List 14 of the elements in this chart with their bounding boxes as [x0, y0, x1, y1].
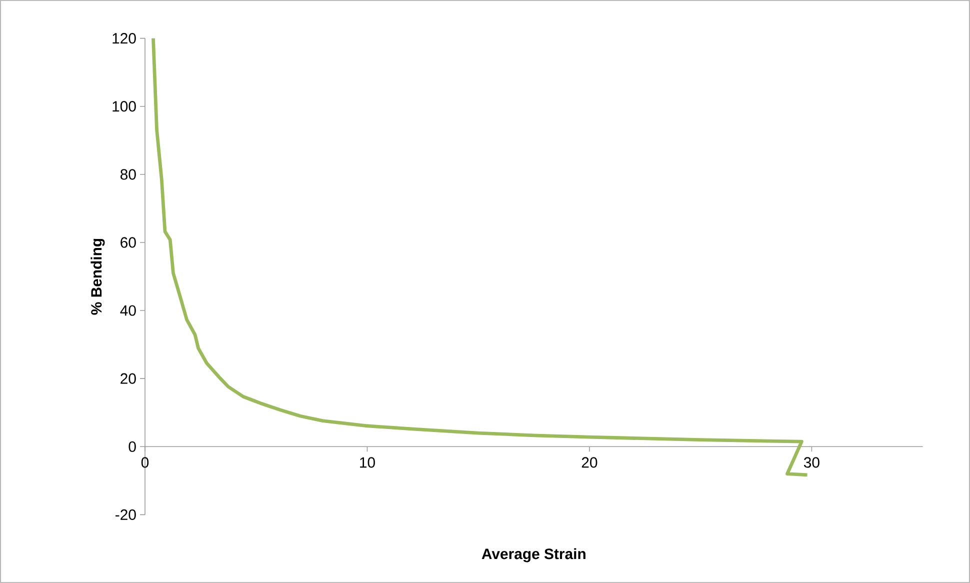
y-axis-title: % Bending: [90, 238, 105, 315]
y-tick-label: 60: [120, 237, 136, 248]
y-tick-label: 20: [120, 373, 136, 384]
y-tick-label: 80: [120, 169, 136, 180]
x-tick-label: 20: [582, 457, 598, 468]
x-axis-title: Average Strain: [482, 548, 586, 562]
y-tick-label: 120: [112, 33, 136, 44]
y-tick-label: 100: [112, 101, 136, 112]
x-tick-label: 30: [804, 457, 820, 468]
y-tick-label: 0: [128, 441, 136, 452]
x-tick-label: 10: [360, 457, 375, 468]
x-tick-label: 0: [141, 457, 149, 468]
y-tick-label: -20: [116, 509, 136, 520]
y-tick-label: 40: [120, 305, 136, 316]
